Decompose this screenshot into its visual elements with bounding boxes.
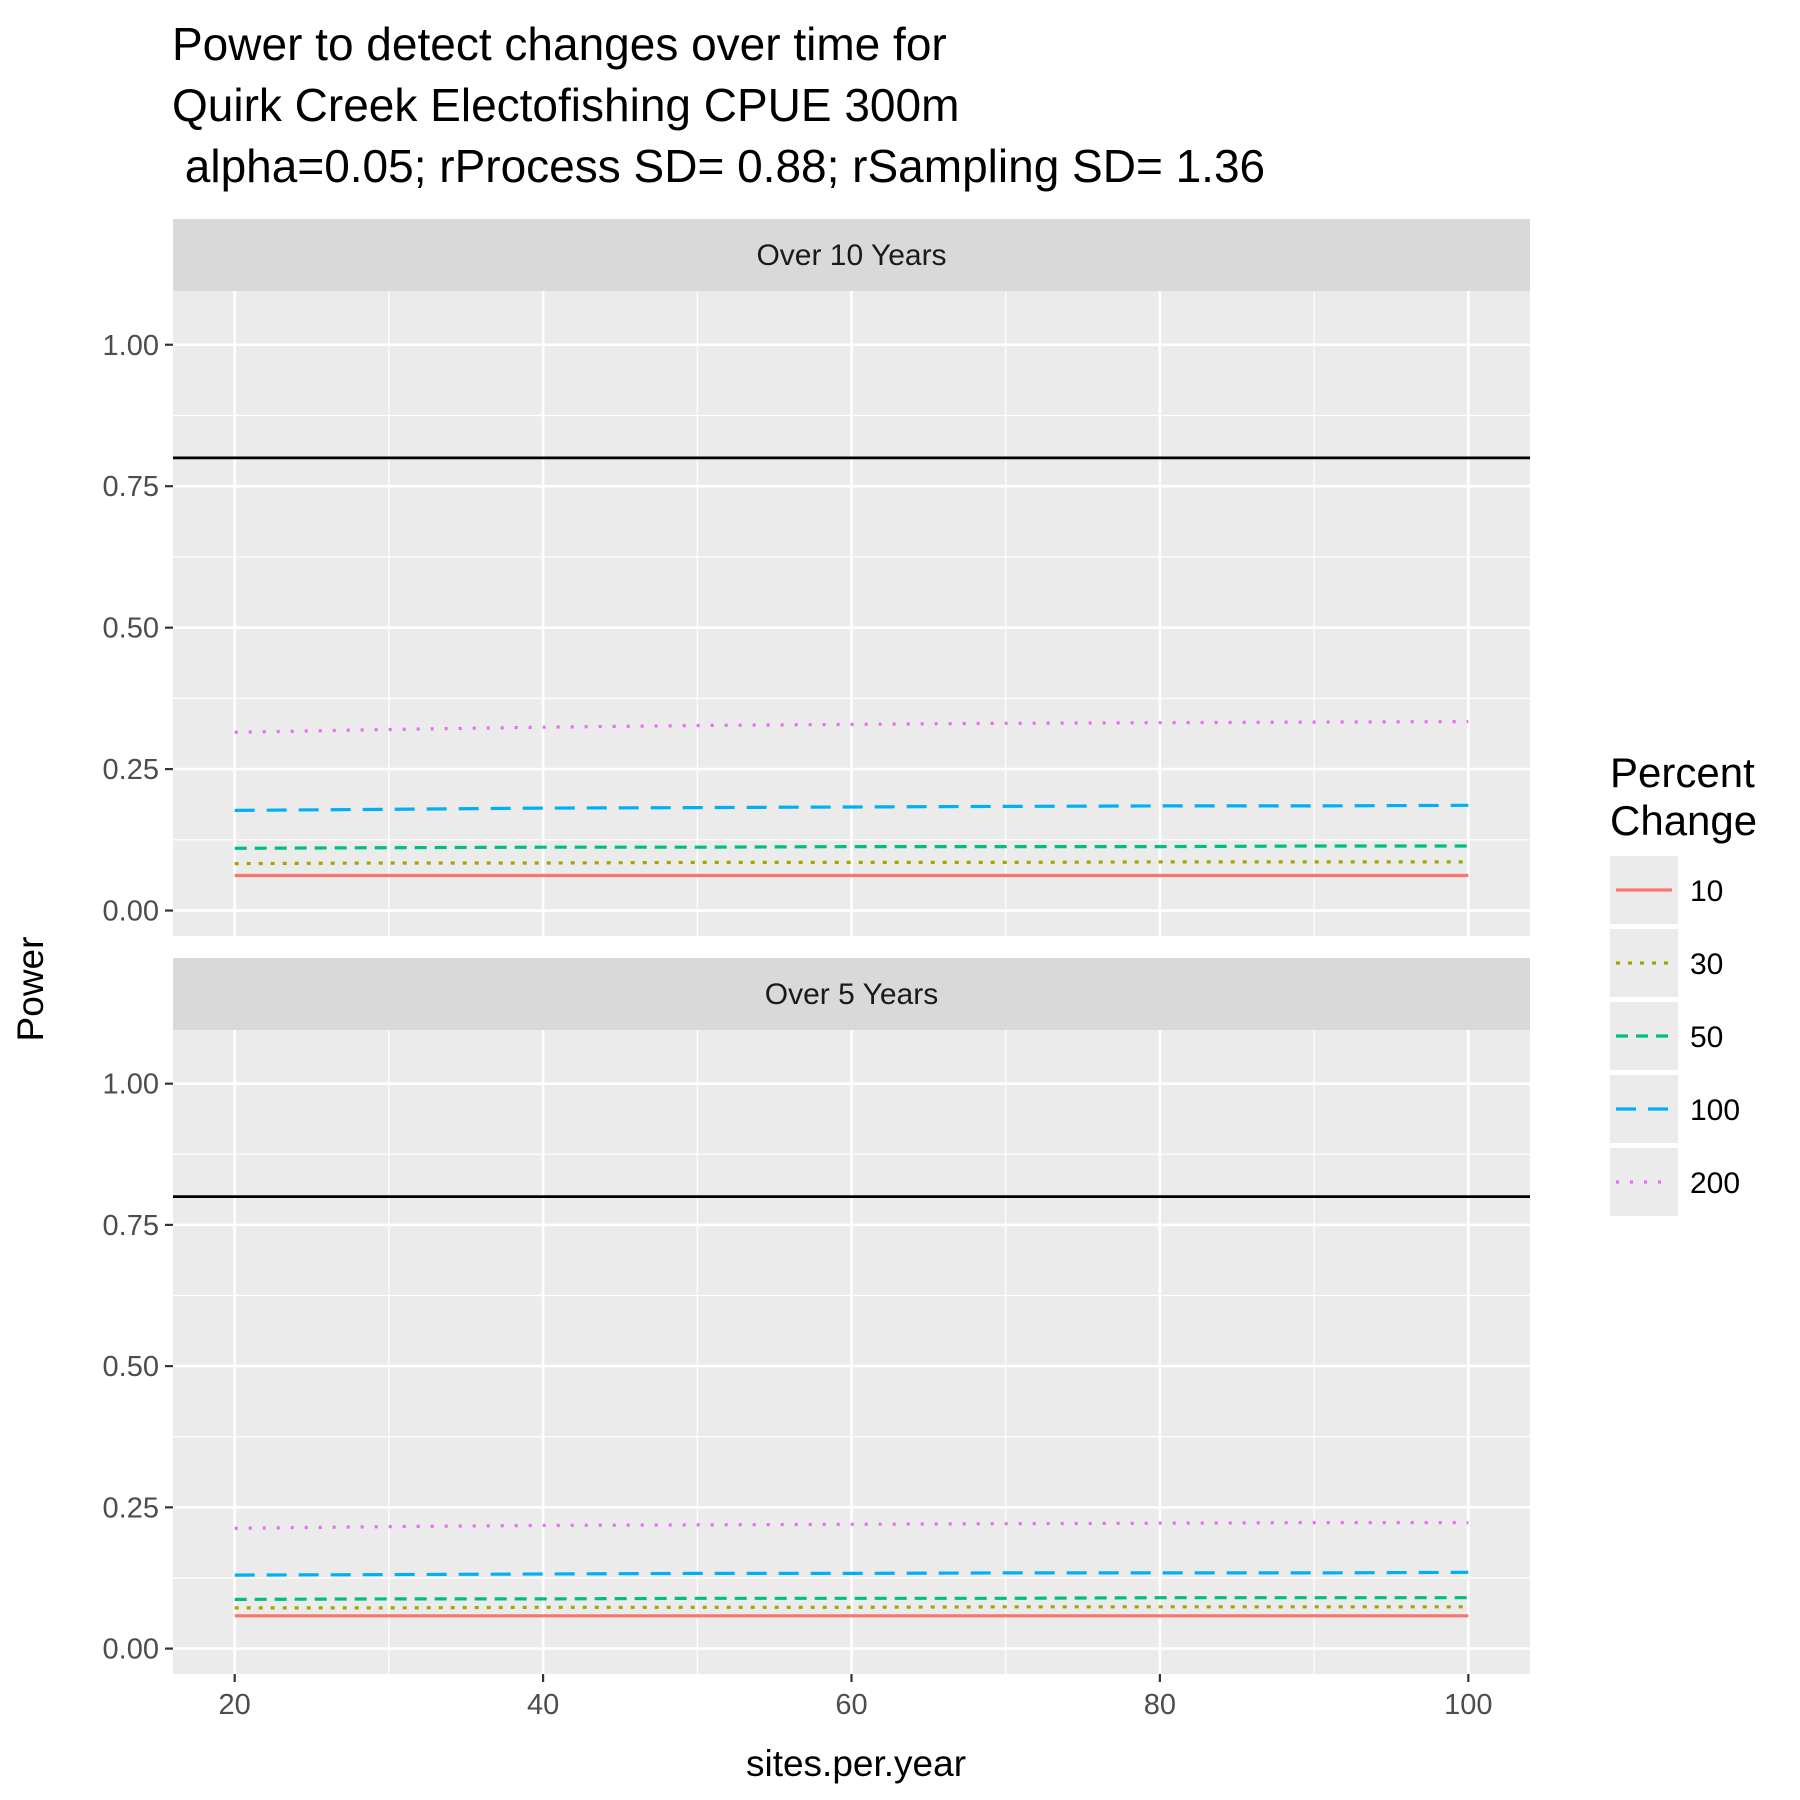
title-line-2: Quirk Creek Electofishing CPUE 300m [172,79,959,131]
series-line-50 [234,844,1469,850]
x-tick-label: 80 [1144,1689,1176,1721]
x-tick-label: 60 [835,1689,867,1721]
series-line-100 [234,1570,1469,1577]
legend-item-100: 100 [1610,1075,1740,1143]
facet-strip-label: Over 5 Years [765,978,938,1011]
legend-label: 10 [1690,875,1723,908]
facet-strip-label: Over 10 Years [756,239,946,272]
series-line-30 [234,860,1469,866]
y-tick-label: 0.50 [103,613,159,645]
series-lines [234,719,1469,878]
x-tick-label: 100 [1444,1689,1492,1721]
y-tick-label: 1.00 [103,1069,159,1101]
series-line-50 [234,1596,1469,1602]
title-line-1: Power to detect changes over time for [172,18,947,70]
y-axis: 0.00 0.25 0.50 0.75 1.00 [103,1069,173,1666]
x-axis: 20 40 60 80 100 [219,1674,1493,1721]
y-tick-label: 0.25 [103,754,159,786]
x-tick-label: 40 [527,1689,559,1721]
facet-strip [173,219,1530,291]
y-tick-label: 0.50 [103,1351,159,1383]
y-tick-label: 0.75 [103,1210,159,1242]
legend-label: 30 [1690,948,1723,981]
legend-title-line-1: Percent [1610,749,1755,796]
series-line-100 [234,803,1469,812]
y-tick-label: 0.25 [103,1492,159,1524]
legend-item-200: 200 [1610,1148,1740,1216]
legend-label: 50 [1690,1021,1723,1054]
title-line-3: alpha=0.05; rProcess SD= 0.88; rSampling… [172,140,1265,192]
y-tick-label: 1.00 [103,330,159,362]
chart-title: Power to detect changes over time for Qu… [172,18,1265,192]
series-line-200 [234,1520,1469,1530]
series-line-30 [234,1605,1469,1610]
y-tick-label: 0.00 [103,1634,159,1666]
series-lines [234,1520,1469,1618]
x-tick-label: 20 [219,1689,251,1721]
legend-item-10: 10 [1610,856,1723,924]
y-axis-title: Power [10,937,51,1042]
facet-panel-2: Over 5 Years 0.00 0.25 0.50 0.75 1.00 20 40 60 80… [103,958,1530,1721]
legend: Percent Change 10 30 50 100 200 [1610,749,1757,1216]
legend-item-30: 30 [1610,929,1723,997]
y-tick-label: 0.00 [103,896,159,928]
legend-item-50: 50 [1610,1002,1723,1070]
x-axis-title: sites.per.year [746,1743,966,1784]
legend-keys: 10 30 50 100 200 [1610,856,1740,1216]
facet-panel-1: Over 10 Years 0.00 0.25 0.50 0.75 1.00 [103,219,1530,936]
y-axis: 0.00 0.25 0.50 0.75 1.00 [103,330,173,928]
gridlines [173,291,1530,936]
gridlines [173,1030,1530,1674]
legend-label: 100 [1690,1094,1740,1127]
facet-strip [173,958,1530,1030]
legend-title-line-2: Change [1610,797,1757,844]
series-line-200 [234,719,1469,734]
legend-label: 200 [1690,1167,1740,1200]
y-tick-label: 0.75 [103,471,159,503]
